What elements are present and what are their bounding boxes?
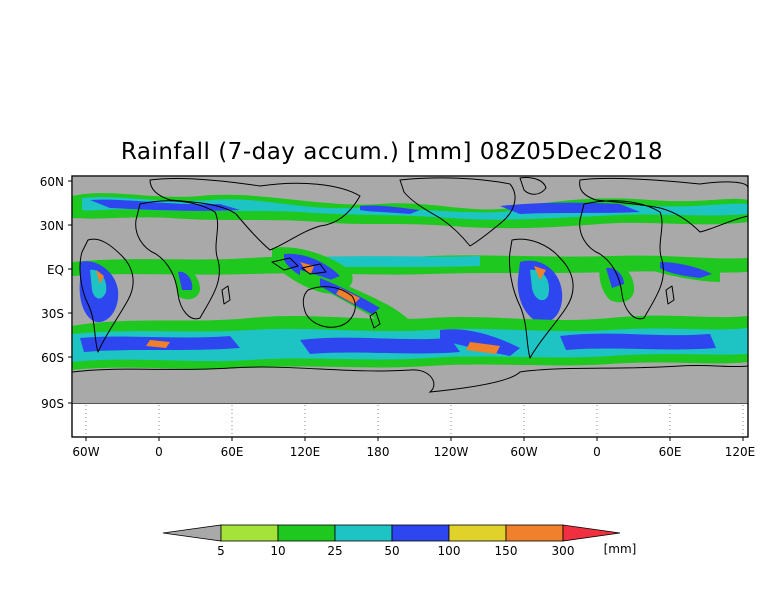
lat-label: EQ [47,263,64,277]
lon-label: 120W [434,445,469,459]
colorbar-tick-label: 150 [495,544,518,558]
coastlines [79,177,748,359]
map-data-area [72,176,748,404]
rain-band-south [72,315,748,370]
lat-label: 60S [41,351,64,365]
lon-label: 60E [221,445,244,459]
colorbar-bin [277,524,336,542]
lat-labels: 60N 30N EQ 30S 60S 90S [40,175,64,411]
lon-label: 0 [593,445,601,459]
antarctica [72,364,748,404]
lon-label: 120E [725,445,756,459]
rain-tropical-land [79,247,720,323]
map-title: Rainfall (7-day accum.) [mm] 08Z05Dec201… [120,139,664,165]
colorbar-bin [448,524,507,542]
colorbar-tick-label: 25 [327,544,342,558]
colorbar-bin [162,524,222,542]
lat-label: 90S [41,397,64,411]
empty-band [73,404,747,436]
lon-label: 60W [510,445,537,459]
lon-labels: 60W 0 60E 120E 180 120W 60W 0 60E 120E [72,445,755,459]
lon-label: 0 [155,445,163,459]
lat-label: 30N [40,219,64,233]
lat-label: 60N [40,175,64,189]
colorbar-bin [562,524,621,542]
lon-label: 60E [659,445,682,459]
colorbar: 5 10 25 50 100 150 300 [mm] [162,524,637,558]
lat-label: 30S [41,307,64,321]
colorbar-tick-label: 300 [552,544,575,558]
lon-label: 60W [72,445,99,459]
colorbar-bin [505,524,564,542]
colorbar-tick-label: 50 [384,544,399,558]
rain-band-itcz [72,255,748,276]
colorbar-tick-label: 100 [438,544,461,558]
colorbar-bin [391,524,450,542]
colorbar-unit: [mm] [604,542,637,556]
lon-ticks [85,437,744,441]
lat-ticks [68,180,72,404]
lon-label: 180 [367,445,390,459]
colorbar-bin [220,524,279,542]
colorbar-tick-label: 5 [217,544,225,558]
colorbar-bin [334,524,393,542]
lon-label: 120E [290,445,321,459]
colorbar-tick-label: 10 [270,544,285,558]
